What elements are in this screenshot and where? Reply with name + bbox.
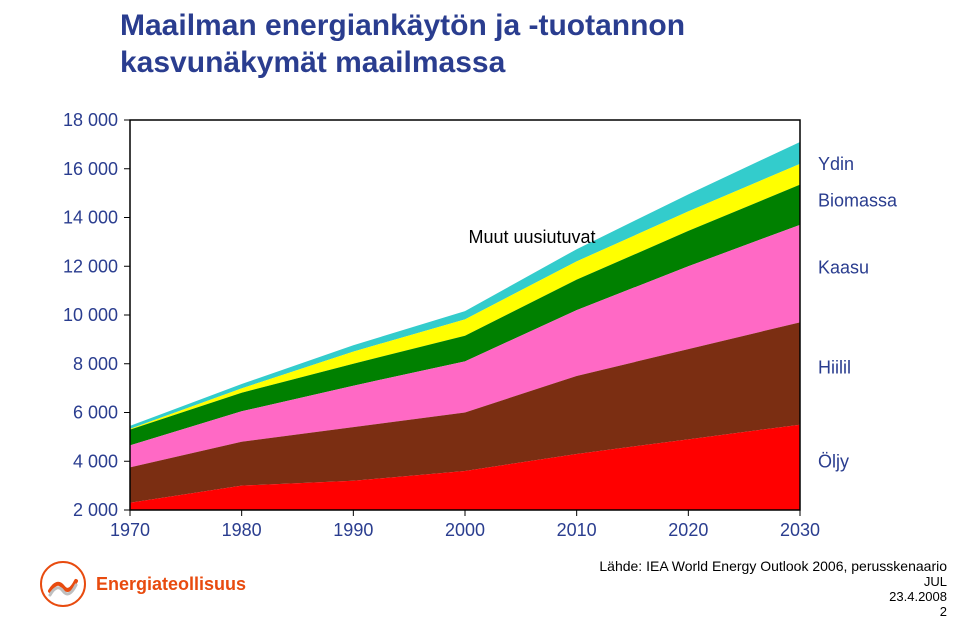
logo-text: Energiateollisuus	[96, 574, 246, 595]
series-label-ydin: Ydin	[818, 154, 854, 174]
y-tick-label: 10 000	[63, 305, 118, 325]
y-tick-label: 18 000	[63, 110, 118, 130]
chart-svg: 2 000 4 000 6 000 8 000 10 000 12 000 14 000 16…	[10, 110, 950, 550]
x-tick-label: 2010	[557, 520, 597, 540]
y-tick-label: 2 000	[73, 500, 118, 520]
y-tick-label: 16 000	[63, 159, 118, 179]
meta-date: 23.4.2008	[599, 589, 947, 604]
y-tick-label: 6 000	[73, 403, 118, 423]
logo: Energiateollisuus	[40, 561, 246, 607]
meta-code: JUL	[599, 574, 947, 589]
series-label-hiili: Hiilil	[818, 358, 851, 378]
x-tick-label: 2030	[780, 520, 820, 540]
title-line2: kasvunäkymät maailmassa	[120, 45, 919, 82]
logo-icon	[40, 561, 86, 607]
series-label-oljy: Öljy	[818, 451, 849, 471]
footer: Lähde: IEA World Energy Outlook 2006, pe…	[599, 558, 947, 619]
series-label-kaasu: Kaasu	[818, 258, 869, 278]
y-tick-label: 4 000	[73, 451, 118, 471]
title-line1: Maailman energiankäytön ja -tuotannon	[120, 8, 919, 45]
y-tick-label: 14 000	[63, 208, 118, 228]
energy-area-chart: 2 000 4 000 6 000 8 000 10 000 12 000 14 000 16…	[10, 110, 950, 550]
x-tick-label: 2000	[445, 520, 485, 540]
source-text: Lähde: IEA World Energy Outlook 2006, pe…	[599, 558, 947, 574]
series-label-muut: Muut uusiutuvat	[468, 227, 595, 247]
y-tick-label: 12 000	[63, 256, 118, 276]
x-tick-label: 2020	[668, 520, 708, 540]
x-tick-label: 1990	[333, 520, 373, 540]
slide-title: Maailman energiankäytön ja -tuotannon ka…	[120, 8, 919, 81]
x-tick-label: 1970	[110, 520, 150, 540]
series-label-biomassa: Biomassa	[818, 191, 898, 211]
x-tick-label: 1980	[222, 520, 262, 540]
y-tick-label: 8 000	[73, 354, 118, 374]
meta-page: 2	[599, 604, 947, 619]
